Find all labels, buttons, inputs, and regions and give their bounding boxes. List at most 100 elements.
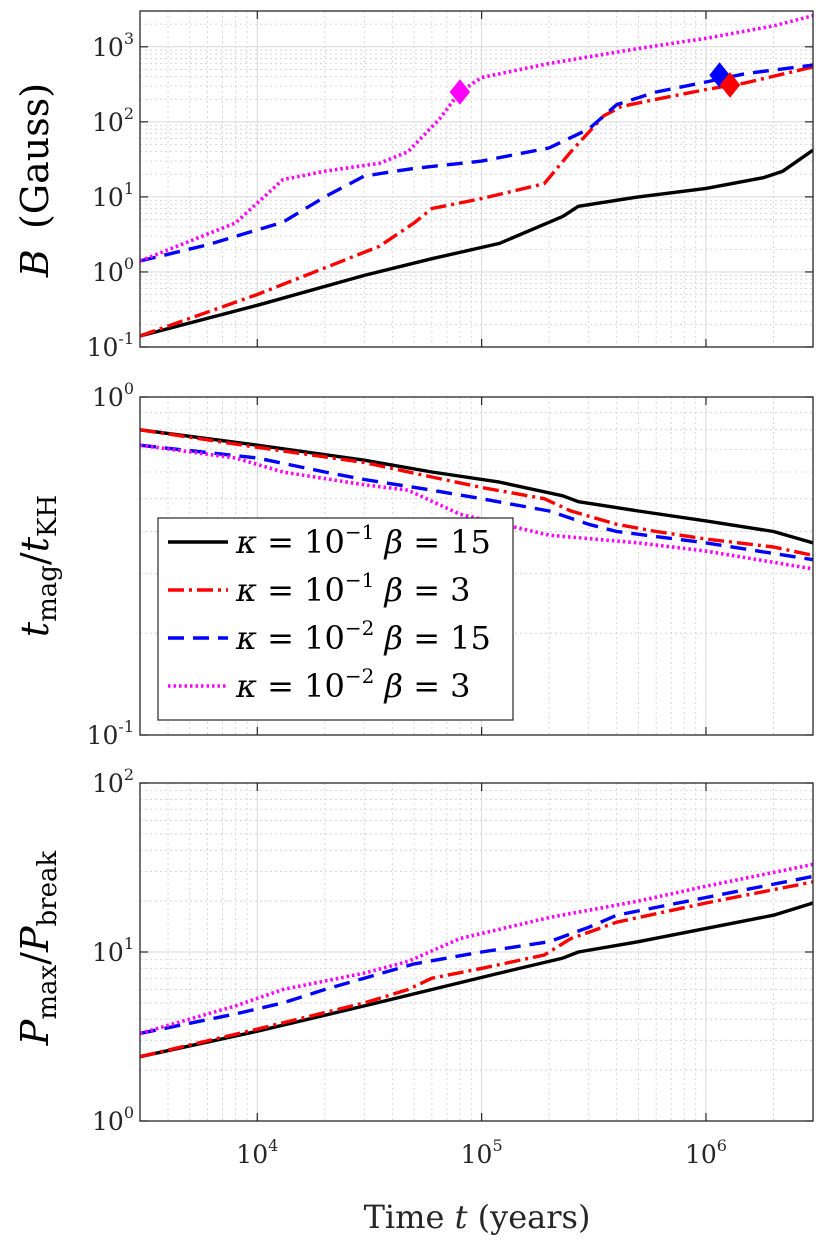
x-tick-label-base: 10 [685, 1140, 717, 1169]
middle-ylabel-slash: / [13, 552, 57, 565]
series-line-kappa-1e-1-beta-3 [139, 428, 814, 558]
legend-entry-part: β [374, 571, 403, 609]
legend-entry-part: = 3 [403, 571, 471, 609]
legend-entry-part: κ [235, 619, 257, 657]
series-line-kappa-1e-2-beta-15 [139, 874, 814, 1036]
y-tick-label: 10-1 [87, 717, 134, 750]
top-ylabel: B (Gauss) [13, 83, 57, 278]
x-tick-label: 106 [685, 1136, 727, 1169]
legend-entry-part: −1 [345, 568, 374, 592]
x-axis-label-var: t [455, 1198, 468, 1236]
x-tick-label: 104 [236, 1136, 278, 1169]
panel-middle-ticks [140, 396, 813, 736]
panel-top-grid [139, 11, 814, 347]
legend-entry-part: β [374, 523, 403, 561]
series-line-kappa-1e-2-beta-3 [139, 13, 814, 263]
y-tick-label: 102 [92, 765, 134, 798]
legend-entry-part: κ [235, 571, 257, 609]
bottom-ylabel-p2: P [13, 925, 57, 953]
y-tick-label-exp: 0 [124, 1103, 134, 1122]
legend-entry-label: κ = 10−1 β = 15 [235, 520, 491, 561]
y-tick-label-base: 10 [92, 769, 124, 798]
y-tick-label-exp: -1 [118, 717, 134, 736]
series-line-kappa-1e-1-beta-3 [139, 65, 814, 338]
legend-entry-part: = 15 [403, 523, 491, 561]
panel-bottom-ticks [140, 782, 813, 1122]
y-tick-label: 102 [92, 104, 134, 137]
y-tick-label-exp: 1 [124, 179, 134, 198]
svg-text:B (Gauss): B (Gauss) [13, 83, 57, 278]
legend-entry-label: κ = 10−2 β = 15 [235, 616, 491, 657]
legend-entry-part: 10 [304, 619, 345, 657]
x-tick-label-base: 10 [236, 1140, 268, 1169]
middle-ylabel-t2: t [13, 536, 57, 552]
legend-entry-part: −1 [345, 520, 374, 544]
middle-ylabel-sub2: KH [33, 495, 63, 537]
legend-entry-part: = [257, 619, 304, 657]
series-line-kappa-1e-1-beta-15 [139, 148, 814, 338]
y-tick-label-base: 10 [87, 333, 119, 362]
y-tick-label: 10-1 [87, 329, 134, 362]
y-tick-label-base: 10 [92, 1107, 124, 1136]
x-tick-label-exp: 6 [717, 1136, 727, 1155]
legend-entry-part: β [374, 667, 403, 705]
middle-ylabel-sub1: mag [33, 565, 63, 622]
y-tick-label-exp: 2 [124, 765, 134, 784]
y-tick-label: 101 [92, 179, 134, 212]
bottom-ylabel: Pmax/Pbreak [13, 851, 63, 1047]
x-tick-label-base: 10 [461, 1140, 493, 1169]
y-tick-label: 100 [92, 379, 134, 412]
y-tick-label-exp: 2 [124, 104, 134, 123]
legend-entry-part: κ [235, 667, 257, 705]
y-tick-label-exp: 0 [124, 254, 134, 273]
diamond-marker [449, 79, 471, 105]
series-line-kappa-1e-1-beta-3 [139, 880, 814, 1059]
legend: κ = 10−1 β = 15κ = 10−1 β = 3κ = 10−2 β … [157, 517, 514, 721]
series-line-kappa-1e-2-beta-3 [139, 862, 814, 1036]
y-tick-label-base: 10 [92, 33, 124, 62]
legend-entry-part: = 3 [403, 667, 471, 705]
svg-text:tmag/tKH: tmag/tKH [13, 495, 63, 637]
bottom-ylabel-sub1: max [33, 965, 63, 1020]
y-tick-label-base: 10 [92, 258, 124, 287]
diamond-marker [709, 62, 730, 88]
x-axis-label: Time t (years) [364, 1198, 591, 1236]
y-tick-label-exp: 0 [124, 379, 134, 398]
x-tick-label: 105 [461, 1136, 503, 1169]
y-tick-label: 101 [92, 934, 134, 967]
legend-entry-part: −2 [345, 616, 374, 640]
y-tick-label-base: 10 [92, 183, 124, 212]
series-line-kappa-1e-2-beta-15 [139, 63, 814, 263]
svg-text:Pmax/Pbreak: Pmax/Pbreak [13, 851, 63, 1047]
bottom-ylabel-slash: / [13, 952, 57, 965]
bottom-ylabel-p1: P [13, 1018, 57, 1046]
legend-entry-part: = 15 [403, 619, 491, 657]
y-tick-label-exp: 3 [124, 29, 134, 48]
y-tick-label-base: 10 [92, 108, 124, 137]
panel-top-ticks [140, 11, 813, 348]
legend-entry-part: κ [235, 523, 257, 561]
y-tick-label: 100 [92, 254, 134, 287]
y-tick-label: 103 [92, 29, 134, 62]
diamond-marker [719, 72, 741, 98]
middle-ylabel-t1: t [13, 621, 57, 637]
y-tick-label-exp: 1 [124, 934, 134, 953]
x-tick-label-exp: 4 [268, 1136, 278, 1155]
series-line-kappa-1e-1-beta-15 [139, 901, 814, 1059]
legend-entry-part: β [374, 619, 403, 657]
series-line-kappa-1e-1-beta-15 [139, 428, 814, 545]
y-tick-label-exp: -1 [118, 329, 134, 348]
x-axis-label-pre: Time [364, 1198, 445, 1236]
bottom-ylabel-sub2: break [33, 851, 63, 927]
panel-top-frame [139, 10, 814, 348]
top-ylabel-unit: (Gauss) [13, 83, 57, 229]
series-line-kappa-1e-2-beta-15 [139, 443, 814, 562]
legend-box [157, 517, 514, 721]
legend-entry-part: = [257, 523, 304, 561]
x-tick-label-exp: 5 [492, 1136, 502, 1155]
x-axis-label-post: (years) [478, 1198, 591, 1236]
panel-top-background [140, 11, 813, 347]
y-tick-label-base: 10 [92, 938, 124, 967]
